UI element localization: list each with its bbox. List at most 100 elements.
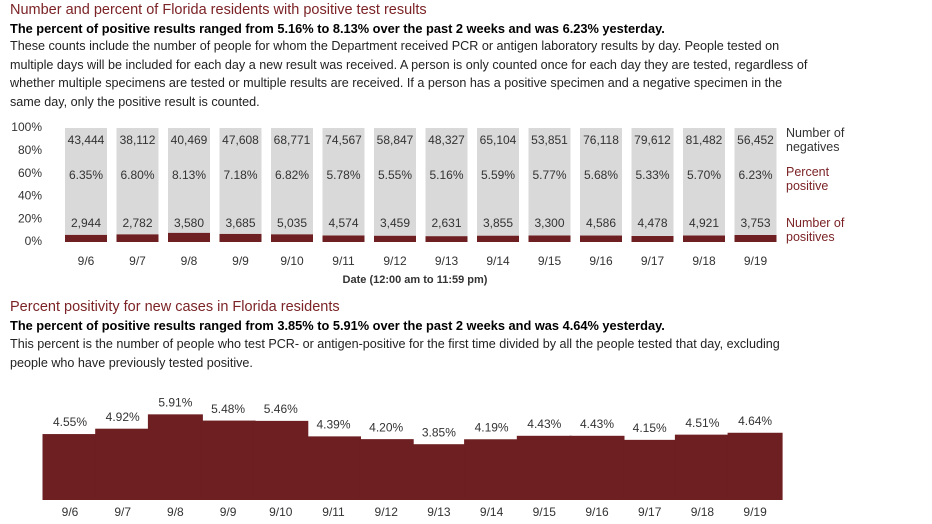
- value-label: 2,631: [431, 216, 461, 230]
- y-tick-label: 80%: [18, 143, 42, 157]
- x-tick-label: 9/14: [486, 254, 510, 268]
- x-tick-label: 9/6: [62, 505, 79, 519]
- value-label: 6.35%: [69, 168, 103, 182]
- value-label: 8.13%: [172, 168, 206, 182]
- bar-segment: [477, 235, 519, 242]
- value-label: 4.51%: [685, 416, 719, 430]
- bar: [727, 432, 783, 500]
- value-label: 3,685: [225, 216, 255, 230]
- value-label: 53,851: [531, 133, 568, 147]
- x-tick-label: 9/7: [114, 505, 131, 519]
- bar: [147, 414, 203, 500]
- value-label: 38,112: [120, 133, 156, 147]
- value-label: 6.82%: [275, 168, 309, 182]
- value-label: 5.46%: [264, 402, 298, 416]
- bar-segment: [271, 128, 313, 235]
- x-tick-label: 9/8: [181, 254, 198, 268]
- x-tick-label: 9/17: [641, 254, 665, 268]
- bar: [569, 435, 625, 500]
- y-tick-label: 20%: [18, 211, 42, 225]
- chart-subtitle: The percent of positive results ranged f…: [10, 318, 665, 333]
- value-label: 4,921: [689, 216, 719, 230]
- y-tick-label: 100%: [11, 120, 42, 134]
- value-label: 4,478: [637, 216, 667, 230]
- x-tick-label: 9/7: [129, 254, 146, 268]
- bar-segment: [219, 128, 262, 234]
- description: This percent is the number of people who…: [10, 337, 780, 370]
- chart-title: Percent positivity for new cases in Flor…: [10, 299, 340, 315]
- value-label: 4.15%: [633, 421, 667, 435]
- bar-segment: [580, 235, 622, 242]
- bar: [674, 434, 730, 500]
- bar-segment: [219, 233, 262, 242]
- value-label: 2,782: [122, 216, 152, 230]
- bar: [358, 439, 414, 500]
- legend-label: Number of negatives: [786, 126, 845, 154]
- x-tick-label: 9/8: [167, 505, 184, 519]
- value-label: 81,482: [686, 133, 723, 147]
- value-label: 3,459: [380, 216, 410, 230]
- bar: [622, 439, 678, 500]
- bar: [253, 420, 309, 500]
- x-tick-label: 9/18: [692, 254, 716, 268]
- bar-segment: [322, 235, 365, 242]
- value-label: 3,753: [740, 216, 770, 230]
- x-tick-label: 9/15: [538, 254, 562, 268]
- value-label: 68,771: [274, 133, 311, 147]
- value-label: 4.19%: [475, 420, 509, 434]
- x-tick-label: 9/18: [691, 505, 715, 519]
- x-tick-label: 9/12: [383, 254, 407, 268]
- value-label: 4,574: [328, 216, 358, 230]
- bar-segment: [425, 128, 468, 237]
- value-label: 5.68%: [584, 168, 618, 182]
- value-label: 56,452: [737, 133, 774, 147]
- x-tick-label: 9/11: [332, 254, 355, 268]
- value-label: 4.92%: [106, 410, 140, 424]
- bar-segment: [528, 235, 571, 242]
- x-tick-label: 9/11: [322, 505, 345, 519]
- value-label: 65,104: [480, 133, 517, 147]
- value-label: 5.91%: [158, 396, 192, 410]
- value-label: 5.77%: [532, 168, 566, 182]
- bar-segment: [374, 128, 416, 236]
- value-label: 48,327: [428, 133, 465, 147]
- bar-segment: [65, 234, 107, 242]
- value-label: 3.85%: [422, 425, 456, 439]
- chart-subtitle: The percent of positive results ranged f…: [10, 21, 665, 36]
- bar: [516, 435, 572, 500]
- x-tick-label: 9/6: [78, 254, 95, 268]
- value-label: 3,300: [534, 216, 564, 230]
- value-label: 5.59%: [481, 168, 515, 182]
- bar: [95, 428, 151, 500]
- y-tick-label: 0%: [25, 234, 43, 248]
- bar-segment: [477, 128, 519, 236]
- y-tick-label: 60%: [18, 166, 42, 180]
- value-label: 43,444: [68, 133, 105, 147]
- value-label: 4.64%: [738, 414, 772, 428]
- value-label: 4.39%: [316, 418, 350, 432]
- x-tick-label: 9/16: [585, 505, 609, 519]
- y-tick-label: 40%: [18, 189, 42, 203]
- value-label: 5.33%: [635, 168, 669, 182]
- value-label: 5,035: [277, 216, 307, 230]
- x-tick-label: 9/9: [232, 254, 249, 268]
- bar-segment: [734, 234, 777, 242]
- value-label: 2,944: [71, 216, 101, 230]
- bar-segment: [168, 232, 210, 242]
- value-label: 47,608: [222, 133, 259, 147]
- bar: [464, 439, 520, 500]
- x-tick-label: 9/10: [269, 505, 293, 519]
- value-label: 4,586: [586, 216, 616, 230]
- value-label: 5.48%: [211, 402, 245, 416]
- value-label: 5.55%: [378, 168, 412, 182]
- value-label: 5.78%: [326, 168, 360, 182]
- x-tick-label: 9/13: [427, 505, 451, 519]
- bar-segment: [425, 236, 468, 242]
- value-label: 58,847: [377, 133, 414, 147]
- bar-segment: [168, 128, 210, 233]
- value-label: 4.43%: [580, 417, 614, 431]
- bar-segment: [116, 128, 159, 235]
- bar-segment: [734, 128, 777, 235]
- value-label: 40,469: [171, 133, 208, 147]
